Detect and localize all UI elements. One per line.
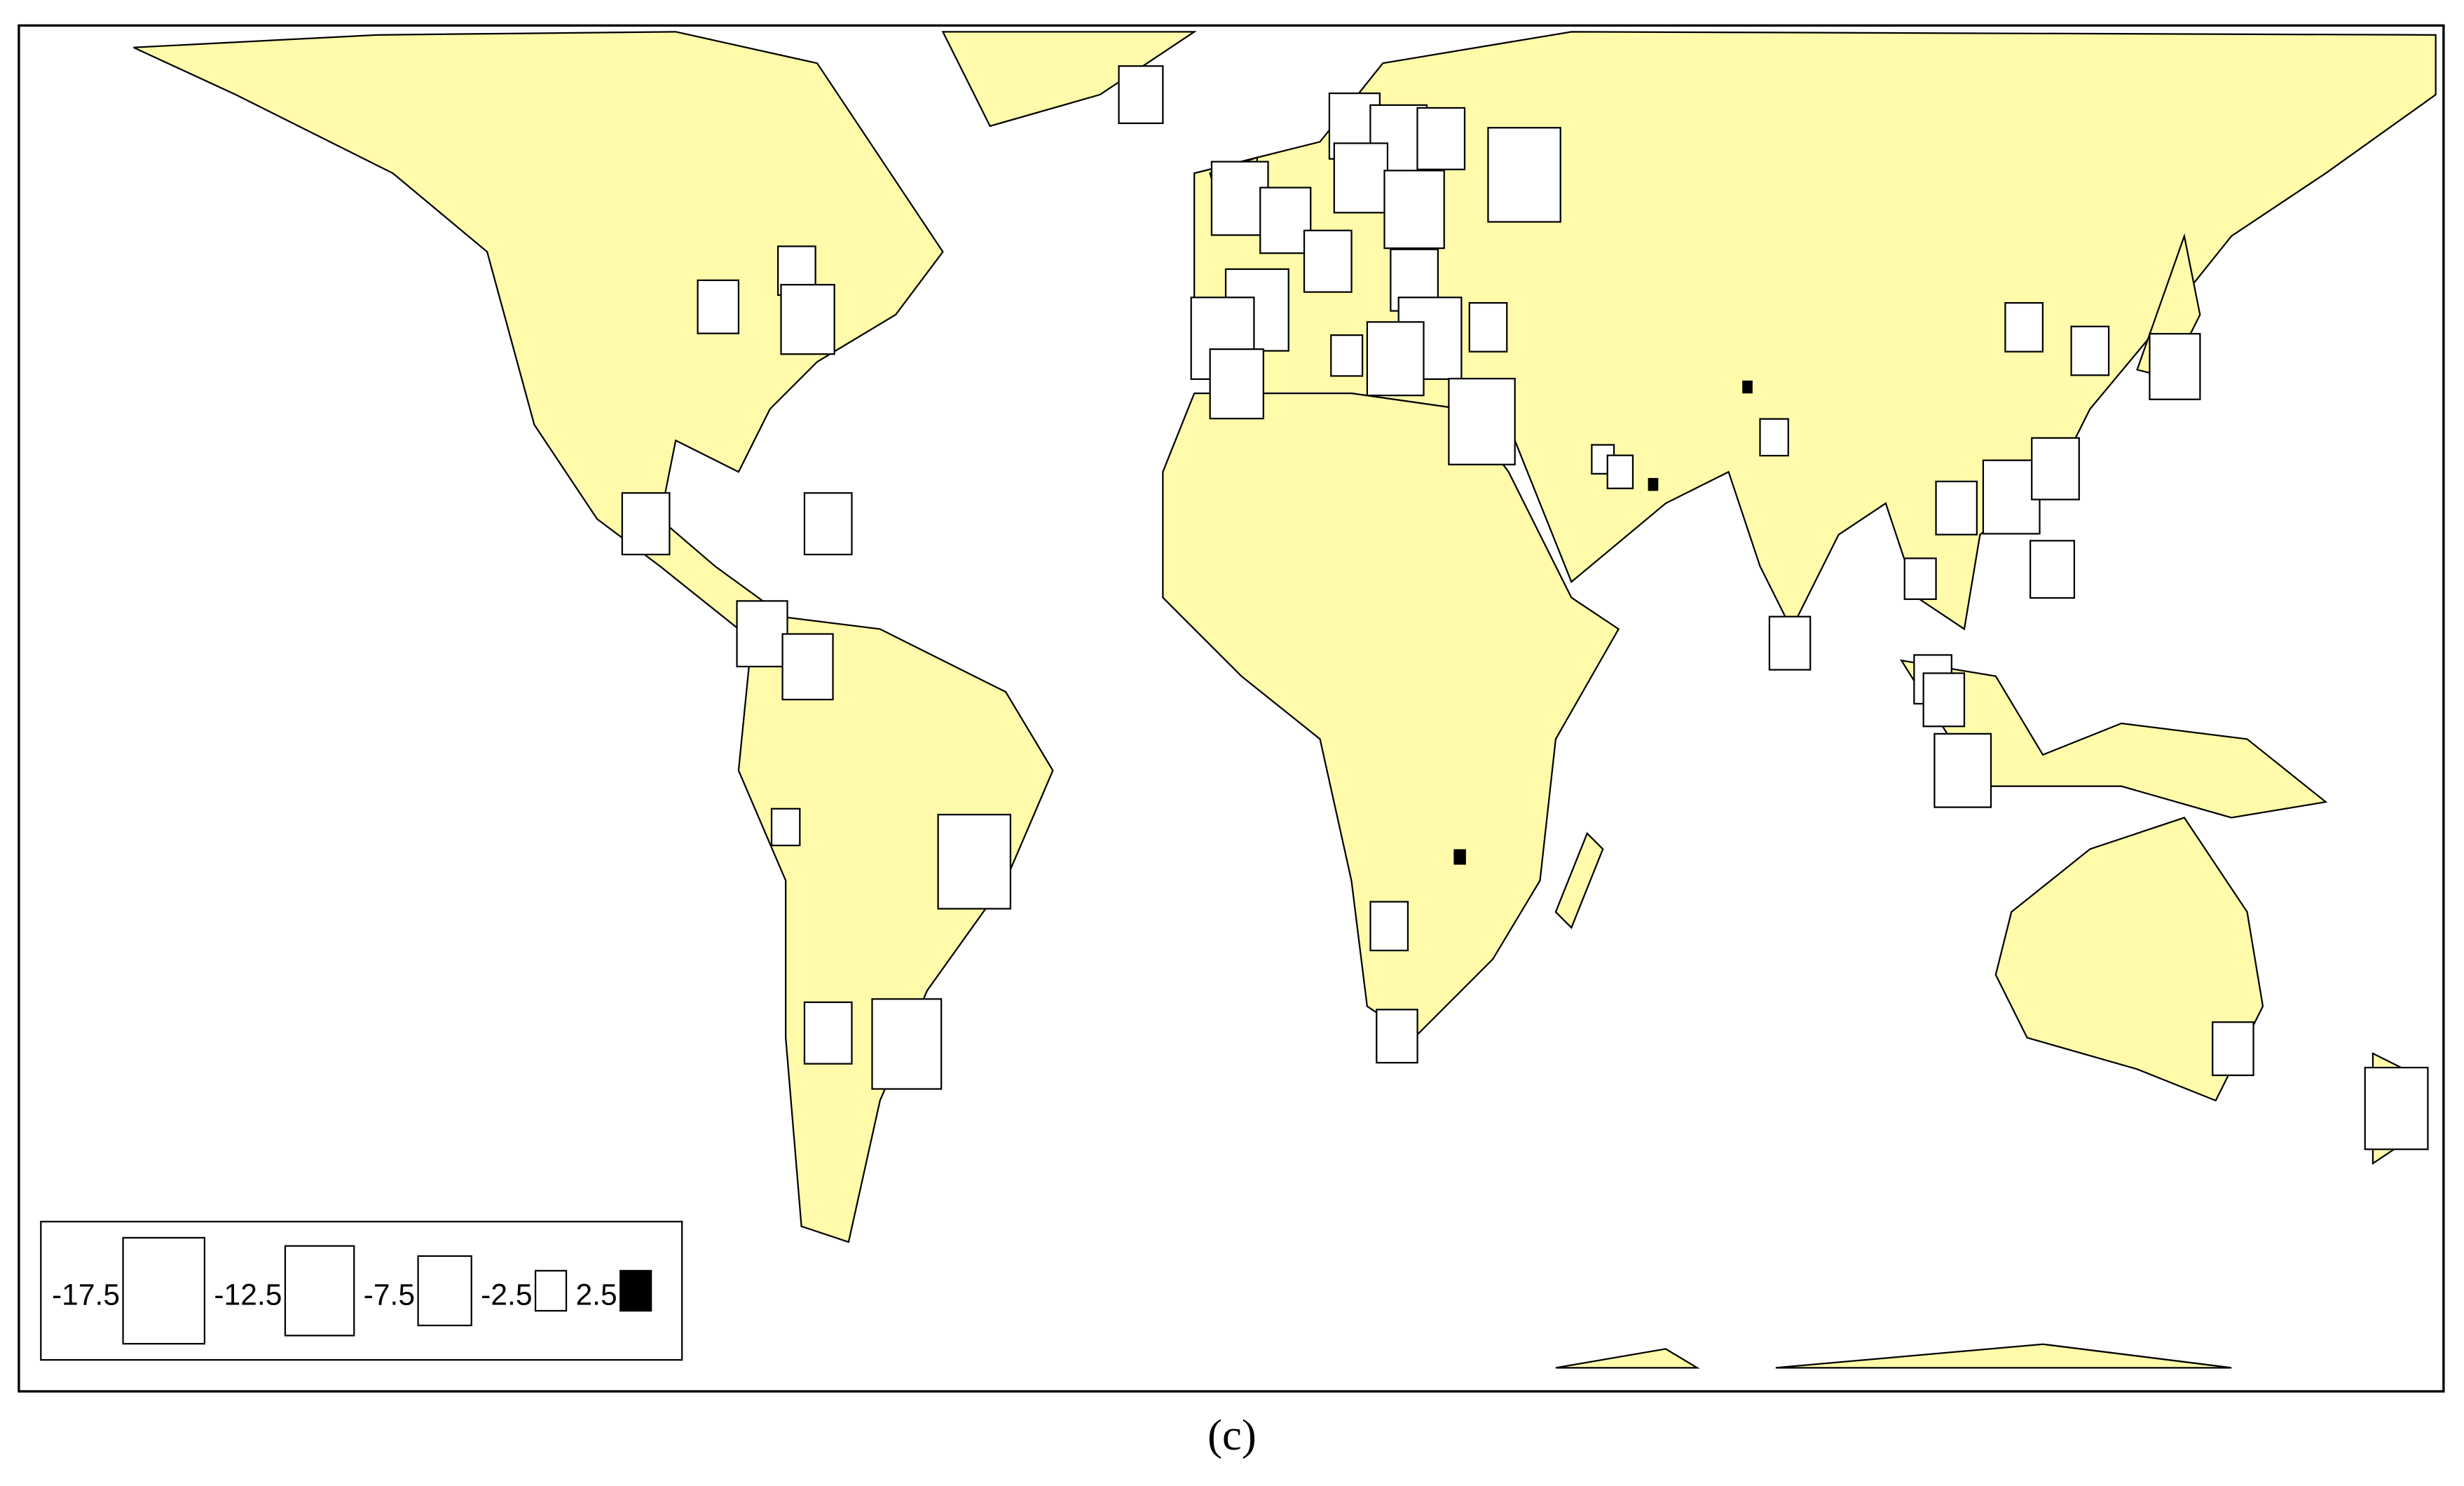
markers (621, 65, 2429, 1150)
value-square (937, 814, 1012, 910)
value-square (1453, 849, 1466, 865)
caption: (c) (1207, 1410, 1257, 1459)
madagascar (1554, 831, 1604, 929)
legend: -17.5 -12.5 -7.5 -2.5 2.5 (52, 1236, 652, 1345)
indonesia (1899, 659, 2328, 819)
value-square (1606, 454, 1634, 489)
legend-label: -7.5 (364, 1279, 415, 1312)
value-square (621, 492, 671, 556)
value-square (1209, 348, 1264, 420)
value-square (284, 1245, 355, 1337)
value-square (1922, 672, 1966, 728)
value-square (1648, 477, 1659, 491)
value-square (620, 1269, 652, 1312)
value-square (1366, 321, 1425, 397)
value-square (1448, 378, 1516, 465)
value-square (871, 998, 943, 1090)
value-square (803, 492, 853, 556)
value-square (1416, 107, 1466, 170)
value-square (1118, 65, 1164, 124)
value-square (697, 279, 740, 334)
value-square (1759, 418, 1789, 457)
value-square (781, 633, 834, 701)
value-square (2149, 333, 2201, 400)
greenland (941, 31, 1197, 128)
value-square (122, 1236, 206, 1345)
value-square (1468, 302, 1508, 353)
value-square (1330, 334, 1364, 377)
value-square (736, 600, 788, 668)
value-square (1935, 480, 1978, 536)
value-square (1376, 1009, 1418, 1064)
value-square (1933, 732, 1992, 808)
legend-label: -17.5 (52, 1279, 120, 1312)
value-square (780, 284, 835, 355)
value-square (1768, 615, 1812, 671)
value-square (2070, 325, 2110, 376)
legend-label: -2.5 (481, 1279, 532, 1312)
legend-label: -12.5 (214, 1279, 282, 1312)
value-square (2031, 437, 2080, 500)
value-square (534, 1269, 568, 1312)
antarctica (1555, 1348, 1700, 1369)
value-square (1742, 380, 1753, 394)
value-square (2212, 1021, 2254, 1077)
value-square (417, 1255, 472, 1327)
value-square (2029, 540, 2076, 599)
value-square (1369, 901, 1409, 952)
legend-label: 2.5 (575, 1279, 617, 1312)
value-square (803, 1001, 853, 1065)
south-america (737, 612, 1054, 1243)
value-square (1487, 127, 1561, 223)
value-square (1903, 557, 1937, 600)
value-square (1303, 229, 1353, 293)
value-square (1383, 170, 1445, 250)
antarctica (1775, 1343, 2232, 1369)
value-square (1259, 186, 1312, 254)
value-square (770, 807, 801, 847)
value-square (1333, 142, 1389, 214)
value-square (2364, 1066, 2429, 1150)
value-square (2004, 302, 2044, 353)
